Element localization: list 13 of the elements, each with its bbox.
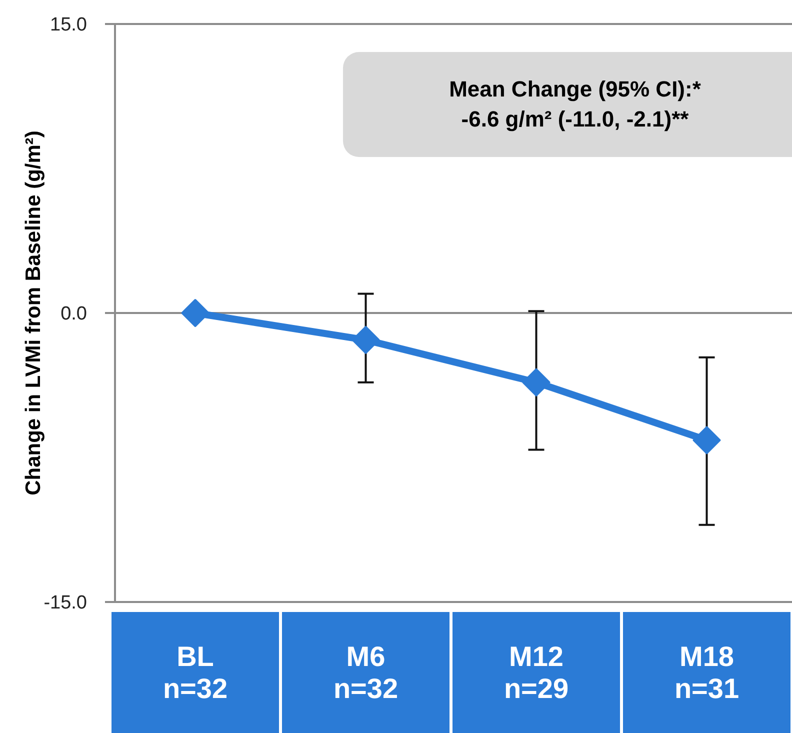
x-tick-label: M12 n=29: [504, 640, 569, 704]
annotation: Mean Change (95% CI):* -6.6 g/m² (-11.0, -2.1)**: [449, 76, 702, 132]
point: [522, 368, 550, 396]
x-tick-label: M6 n=32: [333, 640, 398, 704]
y-tick-label: -15.0: [44, 592, 87, 614]
x-tick-label: BL n=32: [162, 640, 228, 704]
y-tick-label: 0.0: [60, 304, 87, 325]
y-tick-label: 15.0: [50, 14, 87, 36]
x-tick-label: M18 n=31: [674, 640, 740, 704]
point: [692, 426, 721, 454]
y-axis-title: Change in LVMi from Baseline (g/m²): [22, 130, 45, 496]
point: [181, 299, 210, 327]
point: [352, 326, 380, 354]
